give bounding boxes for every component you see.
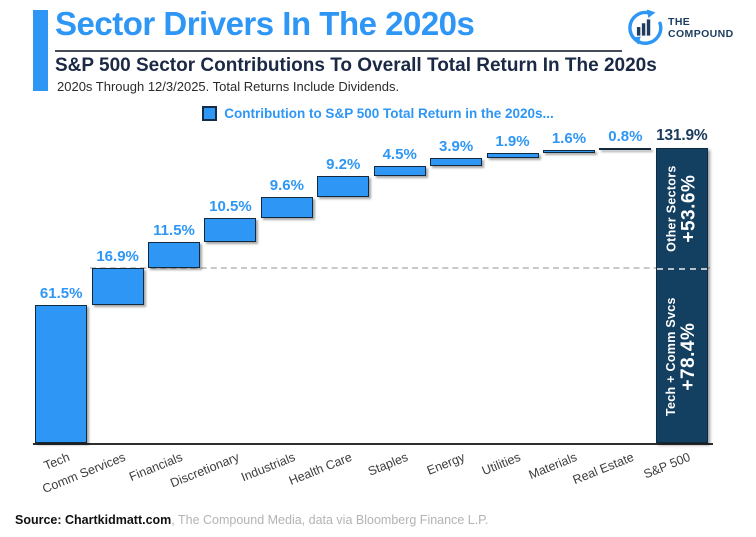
bar-real-estate [599,148,652,150]
total-bar-segment-other-sectors: Other Sectors +53.6% [657,149,707,269]
logo-line-2: COMPOUND [668,28,734,40]
bar-value-label-tech: 61.5% [39,285,83,303]
bar-materials [542,149,595,154]
bar-value-label-staples: 4.5% [382,146,417,164]
x-axis-label-tech: Tech [41,450,72,473]
subtitle-note: 2020s Through 12/3/2025. Total Returns I… [57,79,400,94]
x-axis-label-energy: Energy [424,450,467,478]
the-compound-logo: THE COMPOUND [626,9,734,47]
x-axis-label-health-care: Health Care [286,450,354,488]
bar-energy [430,157,483,167]
bar-health-care [317,176,370,197]
bar-value-label-materials: 1.6% [551,129,587,147]
bar-value-label-financials: 11.5% [153,221,195,239]
title-accent-bar [33,10,48,91]
bar-value-label-industrials: 9.6% [269,176,304,194]
legend-label: Contribution to S&P 500 Total Return in … [224,106,554,121]
bar-value-label-discretionary: 10.5% [209,198,252,216]
segment-rotated-text: Tech + Comm Svcs +78.4% [664,297,699,416]
total-bar-dashed-divider [656,267,707,270]
chart-legend: Contribution to S&P 500 Total Return in … [0,106,756,121]
logo-wordmark: THE COMPOUND [668,16,734,40]
page-title: Sector Drivers In The 2020s [55,5,475,42]
x-axis-label-staples: Staples [366,450,410,479]
x-axis-label-s-p-500: S&P 500 [641,450,693,482]
bar-financials [148,241,201,268]
total-bar-sp500: Other Sectors +53.6% Tech + Comm Svcs +78.4… [655,148,708,444]
bar-utilities [486,153,539,158]
segment-name: Other Sectors [664,165,679,253]
bar-discretionary [204,218,257,242]
total-value-label: 131.9% [656,127,708,144]
bar-comm-services [91,267,144,306]
bar-industrials [260,196,313,219]
source-name: Source: Chartkidmatt.com [15,513,172,527]
bar-staples [373,166,426,177]
compound-logo-icon [628,9,663,45]
bar-value-label-real-estate: 0.8% [608,128,643,145]
x-axis-label-utilities: Utilities [480,450,523,479]
x-axis-line [33,443,713,445]
chart-subtitle: S&P 500 Sector Contributions To Overall … [55,55,657,76]
bar-value-label-comm-services: 16.9% [96,247,139,265]
bar-value-label-energy: 3.9% [439,137,474,155]
title-divider [55,50,622,52]
source-credits: , The Compound Media, data via Bloomberg… [171,513,489,527]
logo-line-1: THE [668,16,691,28]
source-line: Source: Chartkidmatt.com, The Compound M… [15,513,488,527]
bar-value-label-utilities: 1.9% [495,133,530,151]
segment-rotated-text: Other Sectors +53.6% [664,166,699,253]
bar-tech [35,305,88,443]
total-bar-segment-tech-comm-svcs: Tech + Comm Svcs +78.4% [657,269,707,444]
bar-value-label-health-care: 9.2% [326,156,361,174]
segment-divider-dashed-line [90,266,710,269]
legend-swatch [202,106,218,121]
segment-value: +78.4% [678,322,700,391]
segment-name: Tech + Comm Svcs [664,296,679,416]
segment-value: +53.6% [678,174,700,243]
x-axis-label-real-estate: Real Estate [570,450,636,488]
